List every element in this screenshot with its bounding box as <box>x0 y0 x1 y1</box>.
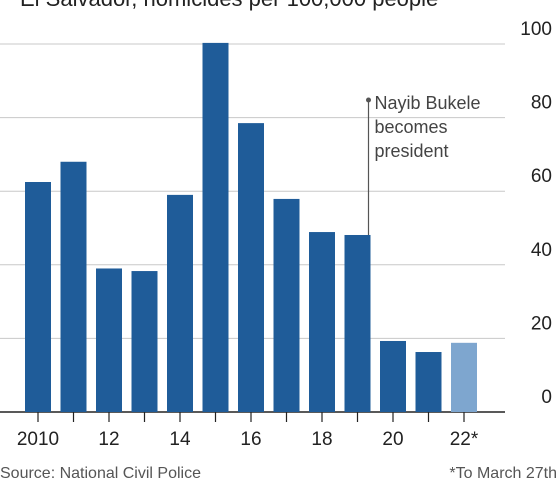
bar <box>202 42 229 413</box>
footnote: *To March 27th <box>449 465 557 482</box>
source: Source: National Civil Police <box>0 465 201 482</box>
y-tick-label: 40 <box>531 240 552 261</box>
y-tick-label: 0 <box>541 387 552 408</box>
bar <box>25 182 51 412</box>
y-tick-label: 60 <box>531 166 552 187</box>
x-tick-label: 14 <box>169 429 191 450</box>
x-tick-label: 2010 <box>17 429 59 450</box>
x-tick-label: 16 <box>240 429 261 450</box>
bar <box>451 342 477 412</box>
x-tick-label: 12 <box>98 429 119 450</box>
annotation-text: becomes <box>375 117 448 137</box>
bar <box>96 268 122 412</box>
bar <box>344 234 371 412</box>
x-tick-label: 18 <box>311 429 332 450</box>
annotation-dot <box>366 97 371 103</box>
bar <box>380 340 406 412</box>
chart-title: El Salvador, homicides per 100,000 peopl… <box>20 0 438 11</box>
bar <box>131 271 158 412</box>
bar <box>273 198 300 412</box>
y-tick-label: 100 <box>520 19 552 40</box>
bar <box>415 352 442 412</box>
bar <box>60 161 87 412</box>
annotation-text: Nayib Bukele <box>375 93 481 113</box>
bar <box>167 194 193 412</box>
y-tick-label: 20 <box>531 313 552 334</box>
bar <box>238 123 264 413</box>
x-tick-label: 22* <box>450 429 479 450</box>
y-tick-label: 80 <box>531 93 552 114</box>
x-tick-label: 20 <box>382 429 403 450</box>
bar <box>309 232 335 412</box>
annotation-text: president <box>375 141 449 161</box>
